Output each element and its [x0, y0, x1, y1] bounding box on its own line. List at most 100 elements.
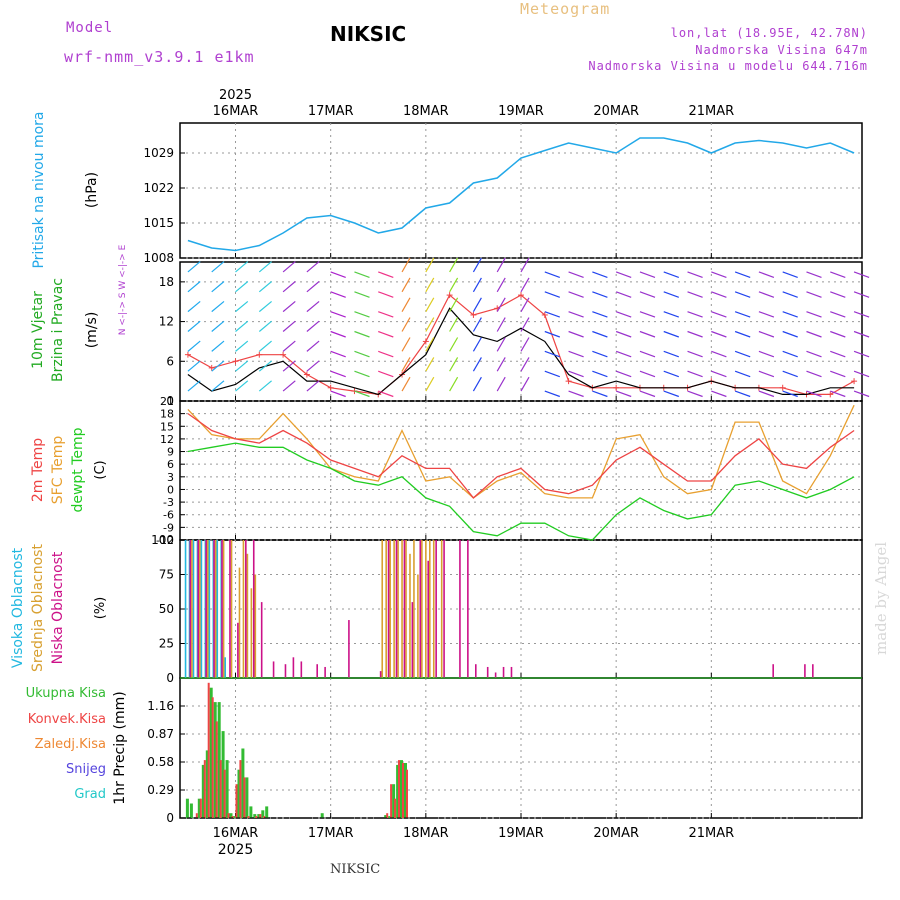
wind-arrow — [687, 370, 703, 378]
conv-precip-bar — [231, 816, 234, 818]
conv-precip-bar — [227, 813, 230, 818]
wind-arrow — [568, 350, 584, 358]
wind-arrow — [830, 370, 846, 378]
wind-arrow — [663, 370, 680, 378]
total-precip-bar — [197, 798, 201, 818]
wind-arrow — [235, 360, 249, 372]
wind-arrow — [378, 370, 394, 378]
wind-arrow — [401, 297, 411, 312]
wind-arrow — [734, 390, 751, 398]
total-precip-bar — [201, 764, 205, 818]
wind-arrow — [663, 311, 680, 318]
precip-legend-3: Snijeg — [66, 762, 106, 777]
total-precip-bar — [257, 814, 261, 818]
y-tick-label: 12 — [159, 315, 174, 329]
wind-axis-title-2: Brzina i Pravac — [50, 278, 66, 382]
y-tick-label: 0.87 — [147, 727, 174, 741]
y-tick-label: 1029 — [143, 146, 174, 160]
wind-arrow — [306, 380, 320, 392]
wind-arrow — [258, 300, 272, 313]
wind-arrow — [425, 317, 435, 332]
wind-arrow — [592, 291, 608, 298]
x-tick-label-top: 17MAR — [308, 104, 354, 119]
total-precip-bar — [209, 687, 213, 818]
wind-arrow — [568, 271, 584, 278]
wind-arrow — [734, 330, 751, 338]
x-tick-label-top: 19MAR — [498, 104, 544, 119]
conv-precip-bar — [207, 682, 210, 818]
wind-arrow — [449, 357, 459, 372]
dewpoint-axis-title: dewpt Temp — [70, 427, 86, 512]
wind-arrow — [711, 390, 727, 398]
precip-axis-title: 1hr Precip (mm) — [112, 691, 128, 804]
wind-arrow — [758, 350, 775, 358]
x-tick-label-bottom: 18MAR — [403, 826, 449, 841]
wind-arrow — [354, 271, 370, 278]
total-precip-bar — [261, 810, 265, 818]
wind-arrow — [663, 291, 680, 298]
wind-arrow — [734, 350, 751, 358]
wind-arrow — [187, 300, 201, 313]
wind-arrow — [211, 261, 225, 273]
wind-arrow — [330, 390, 346, 398]
wind-arrow — [568, 390, 584, 398]
wind-arrow — [520, 297, 530, 312]
wind-arrow — [401, 317, 411, 332]
y-tick-label: 1015 — [143, 216, 174, 230]
y-tick-label: 3 — [167, 471, 174, 484]
wind-arrow — [663, 271, 680, 278]
total-precip-bar — [253, 814, 257, 818]
conv-precip-bar — [398, 760, 400, 818]
wind-arrow — [401, 257, 411, 273]
wind-arrow — [758, 370, 775, 378]
wind-arrow — [615, 370, 632, 378]
wind-arrow — [425, 357, 435, 372]
wind-arrow — [235, 340, 249, 352]
y-tick-label: 1022 — [143, 181, 174, 195]
wind-arrow — [258, 261, 272, 273]
wind-arrow — [235, 281, 249, 293]
wind-arrow — [782, 370, 798, 378]
wind-arrow — [782, 350, 798, 358]
wind-arrow — [425, 277, 435, 293]
wind-arrow — [187, 320, 201, 332]
wind-arrow — [211, 340, 225, 352]
wind-arrow — [687, 350, 703, 358]
wind-arrow — [830, 390, 846, 398]
wind-arrow — [282, 340, 296, 352]
total-precip-bar — [249, 806, 253, 818]
wind-arrow — [258, 380, 272, 392]
wind-arrow — [544, 271, 561, 278]
wind-arrow — [378, 271, 394, 278]
y-tick-label: 0 — [167, 483, 174, 496]
wind-arrow — [425, 337, 435, 352]
total-precip-bar — [229, 813, 233, 818]
pressure-line — [187, 137, 855, 252]
x-tick-label-bottom: 17MAR — [308, 826, 354, 841]
wind-arrow — [592, 370, 608, 378]
y-tick-label: 75 — [159, 568, 174, 582]
wind-arrow — [282, 281, 296, 293]
x-tick-label-top: 21MAR — [688, 104, 734, 119]
wind-arrow — [306, 320, 320, 332]
pressure-axis-title: Pritisak na nivou mora — [31, 111, 47, 268]
wind-arrow — [639, 350, 656, 358]
wind-arrow — [544, 370, 561, 378]
wind-arrow — [520, 277, 530, 293]
wind-arrow — [711, 291, 727, 298]
y-tick-label: 0.58 — [147, 755, 174, 769]
year-label-top: 2025 — [219, 88, 252, 103]
wind-arrow — [449, 317, 459, 332]
conv-precip-bar — [243, 777, 246, 818]
wind-arrow — [782, 330, 798, 338]
wind-arrow — [401, 277, 411, 293]
wind-arrow — [520, 257, 530, 273]
wind-arrow — [472, 297, 482, 312]
y-tick-label: 6 — [166, 354, 174, 368]
wind-arrow — [758, 330, 775, 338]
wind-arrow — [592, 350, 608, 358]
wind-arrow — [306, 300, 320, 313]
conv-precip-bar — [394, 798, 397, 818]
wind-arrow — [806, 271, 822, 278]
